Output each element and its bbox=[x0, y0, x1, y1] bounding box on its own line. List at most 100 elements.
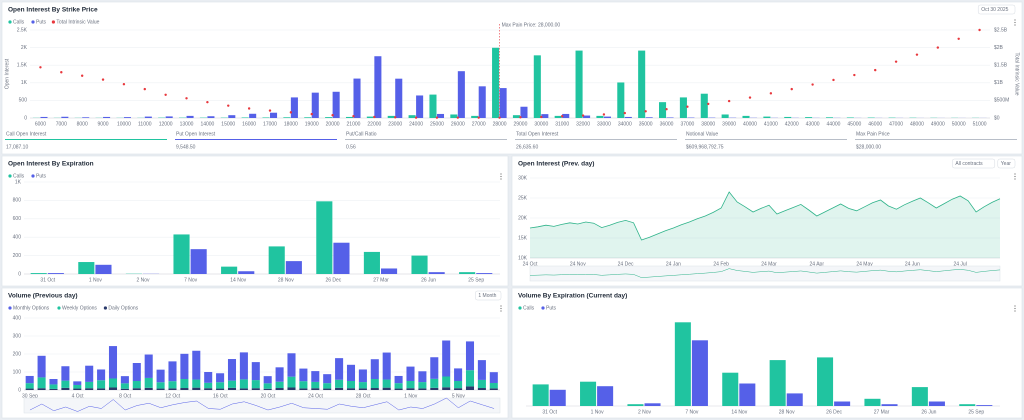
x-tick-label: 8000 bbox=[77, 121, 88, 127]
bar bbox=[465, 386, 475, 390]
bar bbox=[304, 117, 312, 118]
bar bbox=[144, 354, 153, 378]
dot bbox=[185, 97, 188, 100]
area-line bbox=[529, 191, 1001, 241]
bar bbox=[61, 380, 70, 388]
dropdown-label[interactable]: Oct 30 2025 bbox=[981, 7, 1008, 13]
dot bbox=[60, 71, 63, 74]
legend-swatch bbox=[57, 306, 61, 310]
y2-tick-label: $1.5B bbox=[994, 63, 1008, 69]
bar bbox=[316, 201, 333, 274]
bar bbox=[492, 47, 500, 118]
bar bbox=[406, 388, 415, 390]
y-tick-label: 1.5K bbox=[17, 63, 28, 69]
bar bbox=[864, 398, 881, 406]
bar bbox=[370, 359, 379, 380]
bar bbox=[132, 363, 141, 381]
x-tick-label: 25 Sep bbox=[468, 277, 484, 283]
menu-dot bbox=[500, 307, 502, 310]
menu-dot bbox=[1014, 310, 1016, 312]
bar bbox=[323, 388, 332, 390]
dropdown[interactable] bbox=[952, 158, 996, 169]
bar bbox=[465, 341, 475, 371]
dropdown[interactable] bbox=[475, 290, 502, 301]
bar bbox=[25, 375, 34, 384]
bar bbox=[418, 388, 427, 390]
dot bbox=[790, 87, 793, 91]
legend-swatch bbox=[8, 20, 12, 24]
dropdown-label[interactable]: All contracts bbox=[955, 161, 983, 167]
y2-tick-label: $2.5B bbox=[994, 27, 1008, 33]
y2-tick-label: $2B bbox=[994, 45, 1004, 51]
x-tick-label: 24 Oct bbox=[308, 393, 323, 399]
y-tick-label: 2.5K bbox=[17, 27, 28, 33]
bar bbox=[416, 95, 424, 118]
bar bbox=[562, 113, 570, 118]
dot bbox=[602, 113, 606, 116]
legend-swatch bbox=[8, 306, 12, 310]
bar bbox=[541, 114, 549, 118]
bar bbox=[156, 388, 165, 390]
panel bbox=[511, 287, 1023, 419]
bar bbox=[144, 387, 153, 390]
bar bbox=[645, 117, 653, 118]
y-tick-label: 10K bbox=[518, 255, 528, 261]
dropdown-label[interactable]: Year bbox=[1001, 161, 1011, 167]
bar bbox=[430, 378, 439, 388]
dot bbox=[915, 53, 919, 56]
y2-tick-label: $1B bbox=[994, 80, 1004, 86]
legend-label: Puts bbox=[36, 174, 47, 180]
dropdown[interactable] bbox=[997, 158, 1016, 169]
bar bbox=[108, 387, 118, 390]
x-tick-label: 48000 bbox=[910, 121, 924, 127]
panel-title: Volume By Expiration (Current day) bbox=[518, 293, 627, 300]
x-tick-label: 31000 bbox=[555, 121, 569, 127]
y2-tick-label: $500M bbox=[994, 98, 1009, 104]
x-tick-label: 25000 bbox=[430, 121, 444, 127]
menu-dot bbox=[1014, 24, 1016, 26]
dropdown[interactable] bbox=[977, 4, 1016, 15]
menu-dot bbox=[1014, 307, 1016, 310]
stat-label: Notional Value bbox=[686, 131, 718, 137]
bar bbox=[311, 381, 320, 389]
bar bbox=[85, 388, 94, 390]
x-tick-label: 47000 bbox=[889, 121, 903, 127]
bar bbox=[575, 50, 583, 119]
stat-label: Call Open Interest bbox=[6, 131, 47, 137]
y-axis-title: Open Interest bbox=[4, 58, 10, 89]
x-tick-label: 20000 bbox=[326, 121, 340, 127]
area-fill bbox=[530, 192, 1000, 258]
bar bbox=[173, 234, 190, 274]
x-tick-label: 12000 bbox=[159, 121, 173, 127]
bar bbox=[311, 92, 319, 118]
dot bbox=[435, 116, 439, 119]
dropdown-label[interactable]: 1 Month bbox=[478, 293, 496, 299]
bar bbox=[346, 381, 356, 389]
bar bbox=[144, 116, 152, 118]
bar bbox=[928, 401, 945, 406]
x-tick-label: 38000 bbox=[701, 121, 715, 127]
bar bbox=[346, 388, 356, 390]
bar bbox=[739, 383, 756, 406]
x-tick-label: 12 Oct bbox=[165, 393, 180, 399]
panel bbox=[1, 287, 509, 419]
y-tick-label: 1K bbox=[21, 80, 28, 86]
stat-label: Put Open Interest bbox=[176, 131, 216, 137]
dot bbox=[456, 116, 460, 119]
bar bbox=[325, 117, 333, 118]
dot bbox=[560, 115, 564, 118]
bar bbox=[228, 115, 236, 118]
x-tick-label: 24 Jun bbox=[905, 261, 920, 267]
bar bbox=[489, 382, 498, 389]
bar bbox=[204, 388, 213, 390]
bar bbox=[335, 387, 344, 390]
bar bbox=[457, 71, 465, 118]
panel-title: Open Interest By Strike Price bbox=[8, 7, 98, 14]
legend-swatch bbox=[518, 306, 522, 310]
x-tick-label: 28 Nov bbox=[779, 409, 795, 415]
bar bbox=[97, 380, 106, 389]
x-tick-label: 22000 bbox=[367, 121, 381, 127]
bar bbox=[108, 378, 118, 388]
y-tick-label: 200 bbox=[13, 253, 22, 259]
dot bbox=[143, 87, 146, 91]
